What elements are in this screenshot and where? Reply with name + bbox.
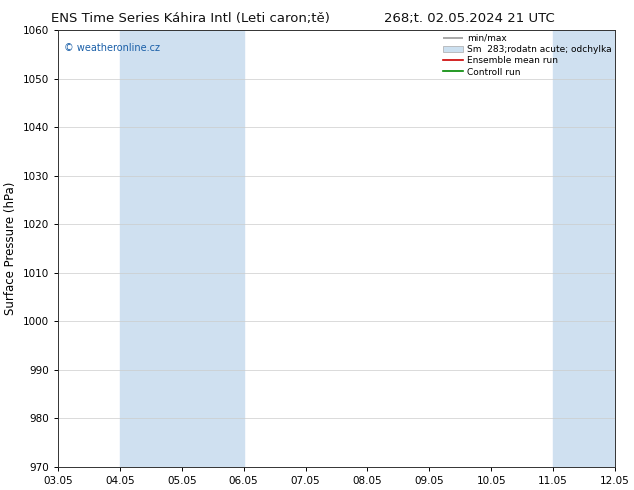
Text: 268;t. 02.05.2024 21 UTC: 268;t. 02.05.2024 21 UTC	[384, 12, 555, 25]
Y-axis label: Surface Pressure (hPa): Surface Pressure (hPa)	[4, 182, 17, 315]
Bar	[120, 30, 243, 467]
Legend: min/max, Sm  283;rodatn acute; odchylka, Ensemble mean run, Controll run: min/max, Sm 283;rodatn acute; odchylka, …	[439, 30, 615, 80]
Text: © weatheronline.cz: © weatheronline.cz	[63, 43, 160, 53]
Bar	[553, 30, 634, 467]
Text: ENS Time Series Káhira Intl (Leti caron;tě): ENS Time Series Káhira Intl (Leti caron;…	[51, 12, 330, 25]
